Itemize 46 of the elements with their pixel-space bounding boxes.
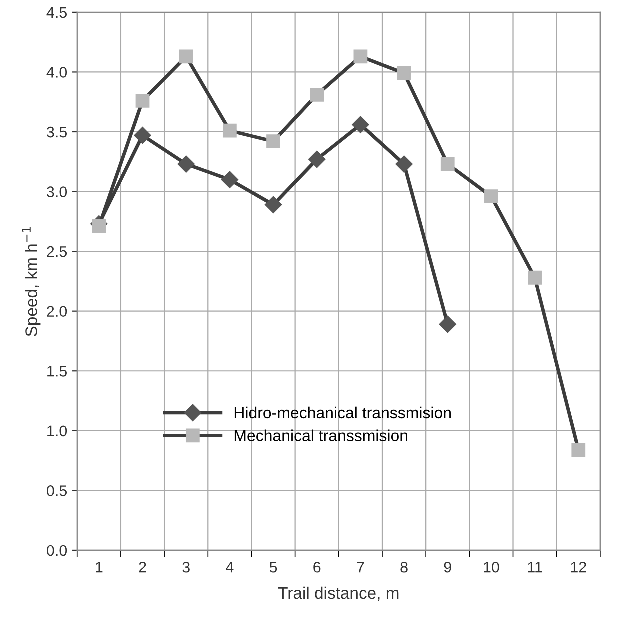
point <box>308 150 326 168</box>
y-tick-label: 3.0 <box>47 186 68 198</box>
y-tick-label: 2.0 <box>47 306 68 318</box>
x-tick-label: 12 <box>571 562 586 573</box>
y-tick-label: 3.5 <box>47 126 68 138</box>
point <box>222 124 237 138</box>
point <box>352 116 370 134</box>
y-tick-label: 4.0 <box>46 67 68 78</box>
x-tick-label: 1 <box>96 562 103 573</box>
legend-label: Hidro-mechanical transsmision <box>234 406 451 419</box>
x-axis-title: Trail distance, m <box>278 586 399 602</box>
y-tick-label: 0.0 <box>47 545 68 556</box>
point <box>136 94 150 108</box>
point <box>484 190 498 204</box>
point <box>396 156 413 173</box>
x-tick-label: 10 <box>484 562 500 573</box>
x-tick-label: 9 <box>444 562 452 573</box>
point <box>439 316 456 334</box>
point <box>92 220 106 234</box>
point <box>572 443 586 457</box>
x-tick-label: 5 <box>270 562 278 573</box>
y-axis-title: Speed, km h$^{−1}$ <box>22 227 41 336</box>
point <box>221 171 238 188</box>
point <box>528 270 542 285</box>
x-tick-label: 8 <box>400 562 408 573</box>
y-tick-label: 1.5 <box>48 366 68 377</box>
x-tick-label: 4 <box>226 562 234 573</box>
point <box>178 156 195 173</box>
point <box>266 134 280 149</box>
x-tick-label: 2 <box>139 562 146 573</box>
y-tick-label: 1.0 <box>48 426 68 437</box>
y-tick-label: 4.5 <box>46 7 68 18</box>
point <box>264 196 282 214</box>
point <box>354 50 368 64</box>
legend-label: Mechanical transsmision <box>234 430 408 442</box>
x-tick-label: 7 <box>357 562 364 573</box>
x-tick-label: 3 <box>182 562 190 573</box>
point <box>397 66 412 80</box>
y-tick-label: 0.5 <box>47 486 68 496</box>
point <box>179 50 194 64</box>
x-tick-label: 6 <box>314 562 321 573</box>
x-tick-label: 11 <box>528 562 542 573</box>
point <box>310 88 324 102</box>
point <box>134 127 152 144</box>
y-tick-label: 2.5 <box>47 246 68 258</box>
point <box>440 157 455 172</box>
